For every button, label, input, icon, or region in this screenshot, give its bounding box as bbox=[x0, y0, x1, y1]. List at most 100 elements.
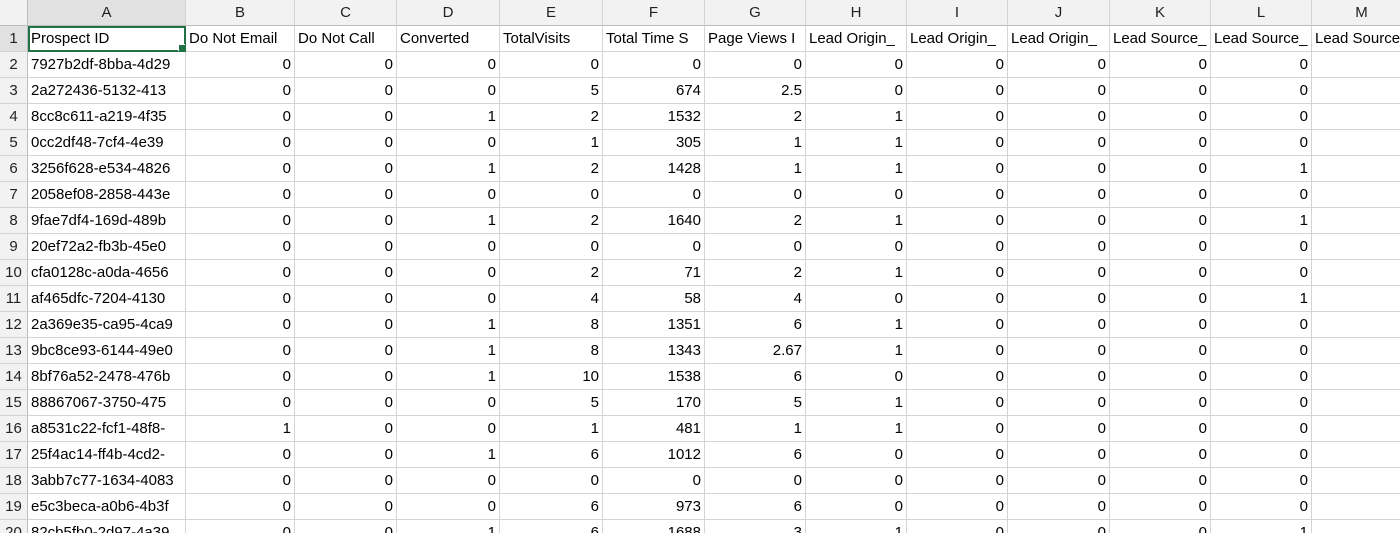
cell[interactable]: 0 bbox=[397, 390, 500, 416]
cell[interactable]: 2 bbox=[500, 104, 603, 130]
cell[interactable]: 0 bbox=[186, 390, 295, 416]
cell[interactable]: 0 bbox=[1312, 442, 1400, 468]
cell[interactable]: 1 bbox=[806, 260, 907, 286]
cell[interactable]: 1538 bbox=[603, 364, 705, 390]
row-header[interactable]: 3 bbox=[0, 78, 28, 104]
cell[interactable]: 0 bbox=[806, 52, 907, 78]
cell[interactable]: 1428 bbox=[603, 156, 705, 182]
cell[interactable]: 0 bbox=[186, 156, 295, 182]
cell[interactable]: 0 bbox=[705, 52, 806, 78]
cell[interactable]: 0 bbox=[186, 130, 295, 156]
cell[interactable]: 0 bbox=[1008, 208, 1110, 234]
cell[interactable]: 1 bbox=[397, 104, 500, 130]
cell[interactable]: 1351 bbox=[603, 312, 705, 338]
cell[interactable]: 1 bbox=[705, 416, 806, 442]
row-header[interactable]: 17 bbox=[0, 442, 28, 468]
cell[interactable]: 0 bbox=[1211, 130, 1312, 156]
cell[interactable]: 0 bbox=[705, 234, 806, 260]
cell[interactable]: Lead Source_ bbox=[1312, 26, 1400, 52]
cell[interactable]: 0 bbox=[1211, 260, 1312, 286]
cell[interactable]: 5 bbox=[500, 390, 603, 416]
cell[interactable]: 1 bbox=[806, 390, 907, 416]
cell[interactable]: 0 bbox=[1008, 390, 1110, 416]
cell[interactable]: 0 bbox=[806, 442, 907, 468]
cell[interactable]: 0 bbox=[1312, 156, 1400, 182]
cell[interactable]: 0 bbox=[1110, 52, 1211, 78]
cell[interactable]: 71 bbox=[603, 260, 705, 286]
cell[interactable]: 0 bbox=[186, 520, 295, 533]
cell[interactable]: 0 bbox=[1110, 312, 1211, 338]
cell[interactable]: Do Not Call bbox=[295, 26, 397, 52]
cell[interactable]: 0 bbox=[603, 182, 705, 208]
cell[interactable]: 0 bbox=[603, 468, 705, 494]
cell[interactable]: 1 bbox=[806, 156, 907, 182]
cell[interactable]: cfa0128c-a0da-4656 bbox=[28, 260, 186, 286]
cell[interactable]: 0 bbox=[1110, 208, 1211, 234]
cell[interactable]: 0 bbox=[1110, 520, 1211, 533]
cell[interactable]: 2a369e35-ca95-4ca9 bbox=[28, 312, 186, 338]
cell[interactable]: 0 bbox=[295, 156, 397, 182]
cell[interactable]: 1 bbox=[705, 130, 806, 156]
column-header-D[interactable]: D bbox=[397, 0, 500, 26]
cell[interactable]: 6 bbox=[705, 364, 806, 390]
cell[interactable]: 2 bbox=[705, 208, 806, 234]
cell[interactable]: 8cc8c611-a219-4f35 bbox=[28, 104, 186, 130]
cell[interactable]: e5c3beca-a0b6-4b3f bbox=[28, 494, 186, 520]
cell[interactable]: Page Views I bbox=[705, 26, 806, 52]
cell[interactable]: 58 bbox=[603, 286, 705, 312]
cell[interactable]: 0 bbox=[1211, 494, 1312, 520]
cell[interactable]: 0 bbox=[1008, 104, 1110, 130]
cell[interactable]: 1 bbox=[397, 520, 500, 533]
cell[interactable]: 0 bbox=[186, 182, 295, 208]
cell[interactable]: 0 bbox=[705, 182, 806, 208]
cell[interactable]: 0 bbox=[295, 494, 397, 520]
cell[interactable]: 0 bbox=[907, 338, 1008, 364]
cell[interactable]: 1 bbox=[397, 364, 500, 390]
cell[interactable]: 0 bbox=[500, 182, 603, 208]
cell[interactable]: 0 bbox=[1312, 286, 1400, 312]
cell[interactable]: 82cb5fb0-2d97-4a39 bbox=[28, 520, 186, 533]
cell[interactable]: 0 bbox=[397, 130, 500, 156]
cell[interactable]: 1 bbox=[397, 312, 500, 338]
cell[interactable]: 0 bbox=[1008, 52, 1110, 78]
column-header-L[interactable]: L bbox=[1211, 0, 1312, 26]
cell[interactable]: 0 bbox=[186, 208, 295, 234]
cell[interactable]: 2.67 bbox=[705, 338, 806, 364]
cell[interactable]: 0 bbox=[295, 52, 397, 78]
cell[interactable]: 1 bbox=[705, 156, 806, 182]
cell[interactable]: 0 bbox=[1008, 520, 1110, 533]
cell[interactable]: 0 bbox=[1110, 260, 1211, 286]
cell[interactable]: 1 bbox=[397, 156, 500, 182]
cell[interactable]: 0 bbox=[1110, 364, 1211, 390]
cell[interactable]: 1 bbox=[1312, 234, 1400, 260]
cell[interactable]: 2 bbox=[705, 104, 806, 130]
row-header[interactable]: 4 bbox=[0, 104, 28, 130]
cell[interactable]: 1 bbox=[806, 338, 907, 364]
cell[interactable]: 1688 bbox=[603, 520, 705, 533]
cell[interactable]: 0 bbox=[1008, 338, 1110, 364]
cell[interactable]: 0 bbox=[603, 52, 705, 78]
cell[interactable]: 2.5 bbox=[705, 78, 806, 104]
cell[interactable]: 0 bbox=[397, 286, 500, 312]
cell[interactable]: 0 bbox=[806, 468, 907, 494]
cell[interactable]: 0 bbox=[1312, 130, 1400, 156]
row-header[interactable]: 7 bbox=[0, 182, 28, 208]
cell[interactable]: Lead Origin_ bbox=[806, 26, 907, 52]
cell[interactable]: 1532 bbox=[603, 104, 705, 130]
cell[interactable]: 3abb7c77-1634-4083 bbox=[28, 468, 186, 494]
cell[interactable]: 8 bbox=[500, 338, 603, 364]
cell[interactable]: 1 bbox=[806, 416, 907, 442]
cell[interactable]: 0 bbox=[907, 182, 1008, 208]
row-header[interactable]: 6 bbox=[0, 156, 28, 182]
cell[interactable]: 0 bbox=[1312, 104, 1400, 130]
cell[interactable]: 0 bbox=[907, 520, 1008, 533]
cell[interactable]: 1 bbox=[1211, 156, 1312, 182]
cell[interactable]: 0 bbox=[1211, 104, 1312, 130]
cell[interactable]: 1 bbox=[397, 442, 500, 468]
cell[interactable]: 0 bbox=[1008, 494, 1110, 520]
cell[interactable]: 0 bbox=[1008, 130, 1110, 156]
cell[interactable]: 0 bbox=[1312, 494, 1400, 520]
cell[interactable]: 4 bbox=[705, 286, 806, 312]
cell[interactable]: 0 bbox=[1008, 364, 1110, 390]
cell[interactable]: 0 bbox=[295, 468, 397, 494]
